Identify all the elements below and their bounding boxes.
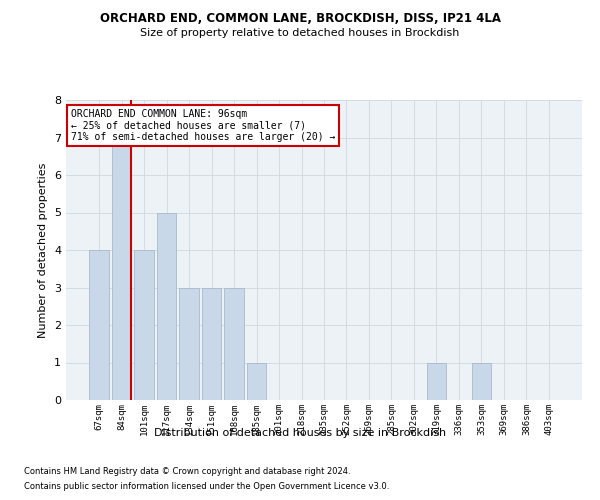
Text: Size of property relative to detached houses in Brockdish: Size of property relative to detached ho… bbox=[140, 28, 460, 38]
Bar bbox=[134, 250, 154, 400]
Bar bbox=[427, 362, 446, 400]
Text: Contains public sector information licensed under the Open Government Licence v3: Contains public sector information licen… bbox=[24, 482, 389, 491]
Y-axis label: Number of detached properties: Number of detached properties bbox=[38, 162, 49, 338]
Text: ORCHARD END, COMMON LANE, BROCKDISH, DISS, IP21 4LA: ORCHARD END, COMMON LANE, BROCKDISH, DIS… bbox=[100, 12, 500, 26]
Bar bbox=[472, 362, 491, 400]
Text: Contains HM Land Registry data © Crown copyright and database right 2024.: Contains HM Land Registry data © Crown c… bbox=[24, 467, 350, 476]
Bar bbox=[224, 288, 244, 400]
Text: ORCHARD END COMMON LANE: 96sqm
← 25% of detached houses are smaller (7)
71% of s: ORCHARD END COMMON LANE: 96sqm ← 25% of … bbox=[71, 109, 335, 142]
Bar bbox=[202, 288, 221, 400]
Bar bbox=[89, 250, 109, 400]
Text: Distribution of detached houses by size in Brockdish: Distribution of detached houses by size … bbox=[154, 428, 446, 438]
Bar bbox=[112, 138, 131, 400]
Bar bbox=[157, 212, 176, 400]
Bar bbox=[247, 362, 266, 400]
Bar bbox=[179, 288, 199, 400]
